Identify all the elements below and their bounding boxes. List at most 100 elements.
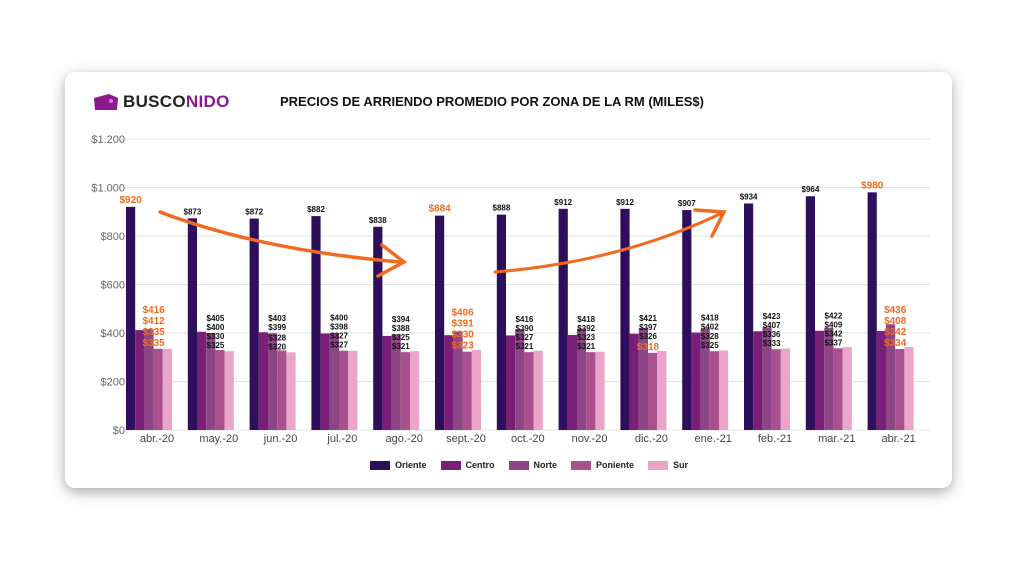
bar-oriente: [620, 208, 630, 430]
bar-oriente: [249, 218, 259, 430]
data-label: $412: [142, 316, 165, 327]
y-tick-label: $0: [113, 425, 125, 437]
data-label: $330: [451, 330, 474, 341]
y-tick-label: $600: [101, 280, 125, 292]
bar-poniente: [153, 348, 163, 430]
bar-poniente: [462, 351, 472, 430]
data-label: $408: [884, 316, 907, 327]
data-label: $333: [763, 339, 781, 348]
bar-poniente: [648, 352, 658, 430]
data-label: $402: [701, 323, 719, 332]
legend-label: Poniente: [596, 460, 635, 470]
data-label: $321: [516, 342, 534, 351]
data-label: $422: [825, 311, 843, 320]
data-label: $327: [516, 333, 534, 342]
data-label: $873: [184, 207, 202, 216]
data-label: $330: [207, 332, 225, 341]
bar-poniente: [771, 349, 781, 430]
bar-norte: [886, 324, 896, 430]
bar-oriente: [126, 206, 136, 430]
bar-sur: [657, 350, 667, 430]
data-label: $882: [307, 205, 325, 214]
data-label: $342: [884, 327, 907, 338]
bar-poniente: [833, 348, 843, 430]
data-label: $397: [639, 323, 657, 332]
bar-oriente: [558, 208, 568, 430]
bar-oriente: [435, 215, 445, 430]
legend-label: Sur: [673, 460, 689, 470]
data-label: $328: [268, 333, 286, 342]
bar-norte: [638, 327, 648, 430]
data-label: $325: [392, 333, 410, 342]
bar-sur: [533, 350, 543, 430]
bar-poniente: [524, 352, 534, 430]
data-label: $912: [616, 198, 634, 207]
y-tick-label: $800: [101, 231, 125, 243]
bar-poniente: [400, 352, 410, 430]
data-label: $392: [577, 324, 595, 333]
data-label: $907: [678, 199, 696, 208]
bar-centro: [506, 335, 516, 430]
x-tick-label: may.-20: [199, 433, 238, 445]
bar-sur: [842, 347, 852, 430]
logo-text-1: BUSCO: [123, 92, 186, 111]
data-label: $418: [701, 314, 719, 323]
trend-arrow-up: [493, 211, 724, 274]
bar-norte: [577, 328, 587, 430]
data-label: $325: [207, 341, 225, 350]
bar-sur: [348, 350, 358, 430]
x-tick-label: mar.-21: [818, 433, 855, 445]
data-label: $336: [763, 330, 781, 339]
bar-oriente: [867, 192, 877, 430]
logo: BUSCONIDO: [93, 92, 230, 112]
bar-centro: [567, 334, 577, 430]
bar-sur: [224, 351, 234, 430]
bar-oriente: [682, 210, 692, 430]
logo-text-2: NIDO: [185, 92, 230, 111]
bar-oriente: [805, 196, 815, 430]
data-label: $328: [701, 332, 719, 341]
bar-centro: [876, 331, 886, 430]
legend-swatch: [648, 460, 669, 470]
legend-swatch: [571, 460, 592, 470]
data-label: $409: [825, 320, 843, 329]
bar-centro: [320, 333, 330, 430]
data-label: $334: [884, 338, 907, 349]
data-label: $436: [884, 305, 907, 316]
data-label: $403: [268, 314, 286, 323]
data-label: $323: [577, 333, 595, 342]
bar-norte: [144, 329, 154, 430]
legend-label: Norte: [533, 460, 558, 470]
bar-oriente: [373, 226, 383, 430]
x-tick-label: sept.-20: [446, 433, 486, 445]
x-tick-label: abr.-21: [881, 433, 915, 445]
data-label: $391: [451, 319, 474, 330]
data-label: $398: [330, 323, 348, 332]
legend-item-centro: Centro: [440, 460, 495, 470]
data-label: $400: [207, 323, 225, 332]
bar-poniente: [215, 349, 225, 430]
data-label: $407: [763, 321, 781, 330]
legend-item-poniente: Poniente: [571, 460, 634, 470]
bar-centro: [629, 333, 639, 430]
legend-swatch: [370, 460, 390, 470]
bar-poniente: [339, 350, 349, 430]
data-label: $394: [392, 315, 410, 324]
data-label: $934: [740, 193, 758, 202]
legend-item-oriente: Oriente: [370, 460, 427, 470]
bar-norte: [453, 331, 463, 430]
data-label: $326: [639, 332, 657, 341]
data-label: $964: [802, 185, 820, 194]
bar-oriente: [496, 214, 506, 430]
y-tick-label: $400: [101, 328, 125, 340]
legend-label: Oriente: [395, 460, 427, 470]
x-tick-label: dic.-20: [635, 433, 668, 445]
data-label: $838: [369, 216, 387, 225]
x-tick-label: abr.-20: [140, 433, 174, 445]
bar-centro: [197, 331, 207, 430]
data-label: $418: [577, 315, 595, 324]
data-label: $888: [493, 204, 511, 213]
bar-norte: [700, 328, 710, 430]
x-tick-label: oct.-20: [511, 433, 545, 445]
